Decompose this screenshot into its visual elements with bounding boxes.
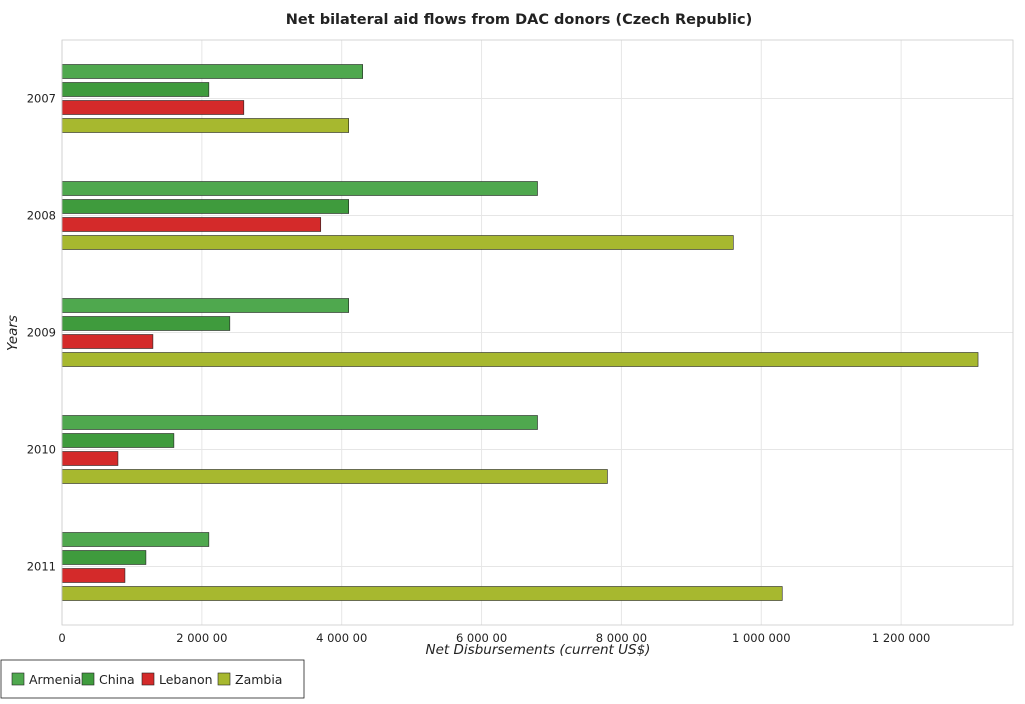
x-tick-label: 1 200 000	[872, 631, 931, 645]
bar-armenia-2009	[61, 298, 349, 313]
bar-zambia-2009	[61, 352, 979, 367]
legend-label-china: China	[99, 672, 135, 687]
x-axis-label: Net Disbursements (current US$)	[426, 642, 651, 658]
y-tick-label: 2011	[27, 560, 56, 574]
bar-lebanon-2010	[61, 451, 119, 466]
bar-china-2007	[61, 82, 210, 97]
legend-swatch-armenia	[11, 672, 25, 686]
y-tick-label: 2010	[27, 443, 56, 457]
bar-armenia-2007	[61, 64, 363, 79]
x-tick-label: 0	[58, 631, 65, 645]
plot-frame	[61, 39, 1014, 626]
bar-zambia-2011	[61, 586, 783, 601]
bar-lebanon-2007	[61, 100, 245, 115]
y-axis-label: Years	[5, 315, 21, 351]
bar-armenia-2008	[61, 181, 538, 196]
bar-lebanon-2011	[61, 568, 126, 583]
bar-armenia-2011	[61, 532, 210, 547]
bar-zambia-2008	[61, 235, 734, 250]
bar-china-2011	[61, 550, 147, 565]
x-tick-label: 8 000 00	[596, 631, 647, 645]
bar-zambia-2007	[61, 118, 349, 133]
x-axis-ticks: 0 2 000 00 4 000 00 6 000 00 8 000 00 1 000 0…	[58, 631, 930, 645]
x-tick-label: 1 000 000	[732, 631, 791, 645]
legend-swatch-lebanon	[141, 672, 155, 686]
y-tick-label: 2007	[27, 92, 56, 106]
y-tick-label: 2009	[27, 326, 56, 340]
bar-armenia-2010	[61, 415, 538, 430]
x-tick-label: 4 000 00	[316, 631, 367, 645]
bar-lebanon-2009	[61, 334, 154, 349]
bar-zambia-2010	[61, 469, 608, 484]
bar-china-2010	[61, 433, 175, 448]
bar-china-2008	[61, 199, 349, 214]
legend-label-zambia: Zambia	[235, 672, 282, 687]
x-tick-label: 2 000 00	[176, 631, 227, 645]
x-tick-label: 6 000 00	[456, 631, 507, 645]
chart-title: Net bilateral aid flows from DAC donors …	[286, 12, 752, 28]
bar-lebanon-2008	[61, 217, 322, 232]
y-axis-ticks: 2007 2008 2009 2010 2011	[27, 92, 56, 574]
legend: Armenia China Lebanon Zambia	[0, 659, 305, 699]
bar-china-2009	[61, 316, 231, 331]
legend-label-armenia: Armenia	[29, 672, 81, 687]
y-tick-label: 2008	[27, 209, 56, 223]
legend-swatch-zambia	[217, 672, 231, 686]
legend-label-lebanon: Lebanon	[159, 672, 213, 687]
legend-swatch-china	[81, 672, 95, 686]
grid	[61, 40, 1013, 625]
